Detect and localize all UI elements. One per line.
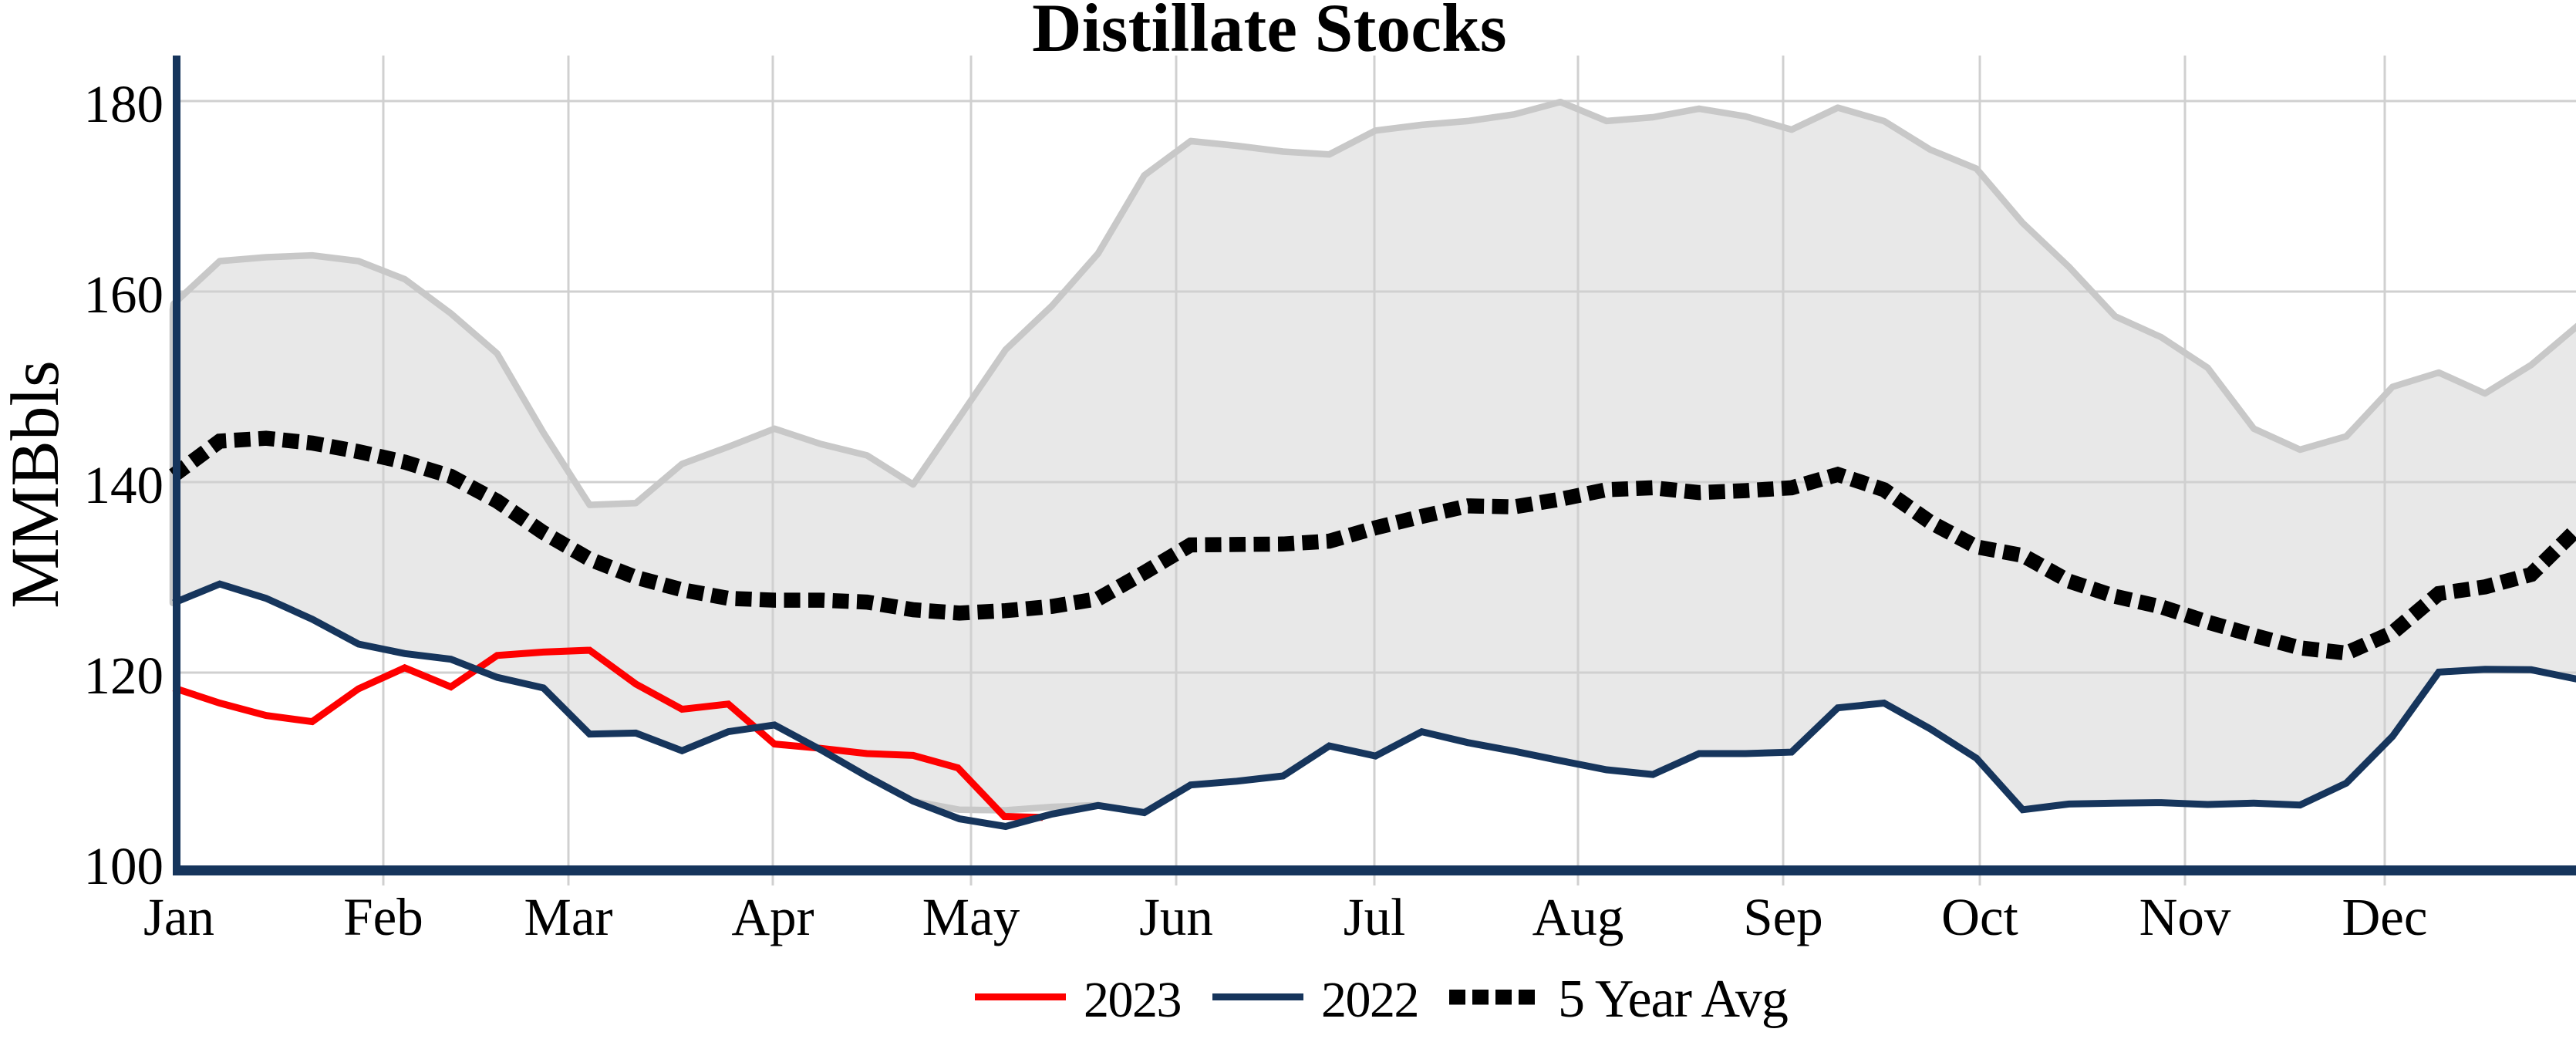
svg-text:5 Year Avg: 5 Year Avg	[1558, 970, 1788, 1029]
svg-text:Mar: Mar	[524, 888, 613, 946]
svg-text:Feb: Feb	[343, 888, 423, 946]
svg-text:Jan: Jan	[143, 888, 214, 946]
svg-text:Sep: Sep	[1743, 888, 1823, 946]
svg-text:Apr: Apr	[731, 888, 814, 946]
svg-text:Aug: Aug	[1532, 888, 1624, 946]
svg-text:160: 160	[84, 265, 164, 324]
svg-text:May: May	[922, 888, 1020, 946]
svg-text:2022: 2022	[1321, 972, 1418, 1028]
svg-text:Distillate Stocks: Distillate Stocks	[1032, 0, 1507, 66]
svg-text:2023: 2023	[1084, 972, 1181, 1028]
svg-text:140: 140	[84, 456, 164, 514]
svg-text:120: 120	[84, 646, 164, 705]
svg-text:Nov: Nov	[2139, 888, 2231, 946]
svg-text:MMBbls: MMBbls	[0, 360, 73, 609]
svg-text:Oct: Oct	[1941, 888, 2018, 946]
svg-text:180: 180	[84, 75, 164, 133]
svg-text:Jul: Jul	[1344, 888, 1406, 946]
svg-text:Dec: Dec	[2342, 888, 2427, 946]
svg-text:100: 100	[84, 837, 164, 896]
svg-text:Jun: Jun	[1139, 888, 1213, 946]
